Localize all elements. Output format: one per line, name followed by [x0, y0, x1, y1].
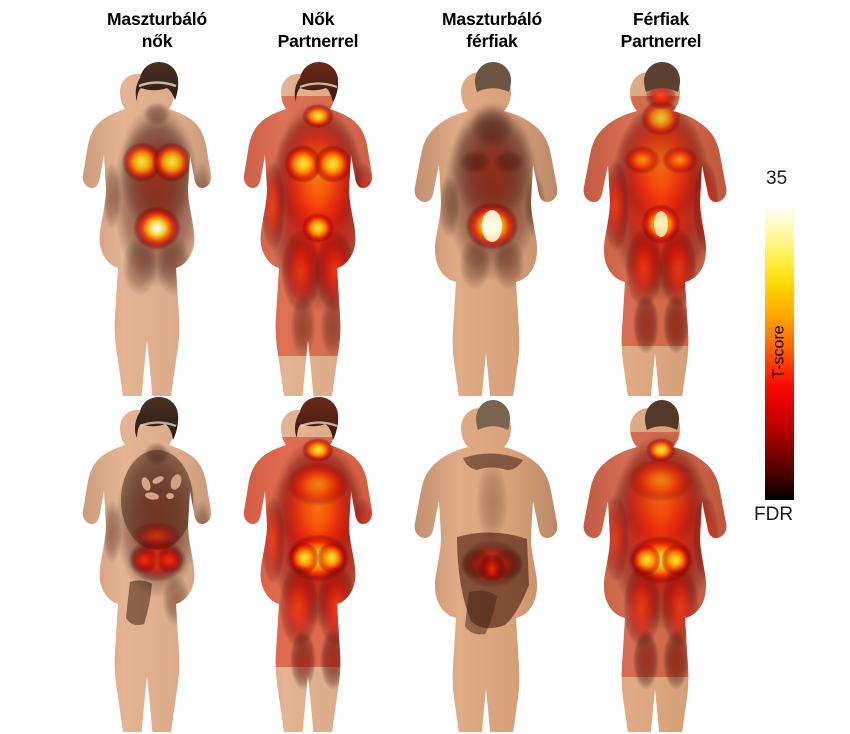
column-header-line1: Férfiak: [633, 9, 689, 29]
column-header-line2: Partnerrel: [620, 31, 702, 52]
colorbar-max-label: 35: [766, 168, 788, 189]
body-figure-men-with-partner-front: [576, 56, 746, 396]
hair: [476, 400, 510, 430]
column-header-line2: nők: [141, 31, 173, 52]
body-figure-masturbating-men-front: [407, 56, 577, 396]
body-svg: [243, 397, 373, 732]
body-svg: [583, 400, 727, 732]
hair: [475, 62, 511, 92]
column-header-women-with-partner: Nők Partnerrel: [278, 8, 359, 53]
body-svg: [414, 62, 558, 396]
colorbar-min-label: FDR: [754, 504, 794, 525]
body-figure-masturbating-women-back: [72, 392, 242, 732]
column-header-line1: Maszturbáló: [107, 9, 207, 29]
colorbar-gradient: [765, 204, 794, 500]
hair: [295, 397, 339, 440]
hair: [644, 62, 680, 92]
body-figure-masturbating-men-back: [407, 392, 577, 732]
body-svg: [82, 62, 212, 396]
hair: [135, 397, 179, 440]
column-header-line2: férfiak: [466, 31, 518, 52]
body-svg: [243, 62, 373, 396]
body-figure-masturbating-women-front: [72, 56, 242, 396]
body-svg: [82, 397, 212, 732]
body-figure-women-with-partner-front: [233, 56, 403, 396]
body-svg: [414, 400, 558, 732]
colorbar: 35 T-score FDR: [744, 168, 850, 538]
body-svg: [583, 62, 727, 396]
column-header-row: Maszturbáló nők Nők Partnerrel Maszturbá…: [0, 0, 740, 52]
column-header-line1: Maszturbáló: [442, 9, 542, 29]
body-figure-men-with-partner-back: [576, 392, 746, 732]
column-header-line1: Nők: [301, 9, 335, 29]
column-header-masturbating-women: Maszturbáló nők: [107, 8, 207, 53]
hair: [645, 400, 679, 430]
body-figure-women-with-partner-back: [233, 392, 403, 732]
hair: [294, 62, 339, 102]
column-header-masturbating-men: Maszturbáló férfiak: [442, 8, 542, 53]
column-header-line2: Partnerrel: [277, 31, 359, 52]
column-header-men-with-partner: Férfiak Partnerrel: [621, 8, 702, 53]
body-figure-grid: [0, 52, 740, 734]
